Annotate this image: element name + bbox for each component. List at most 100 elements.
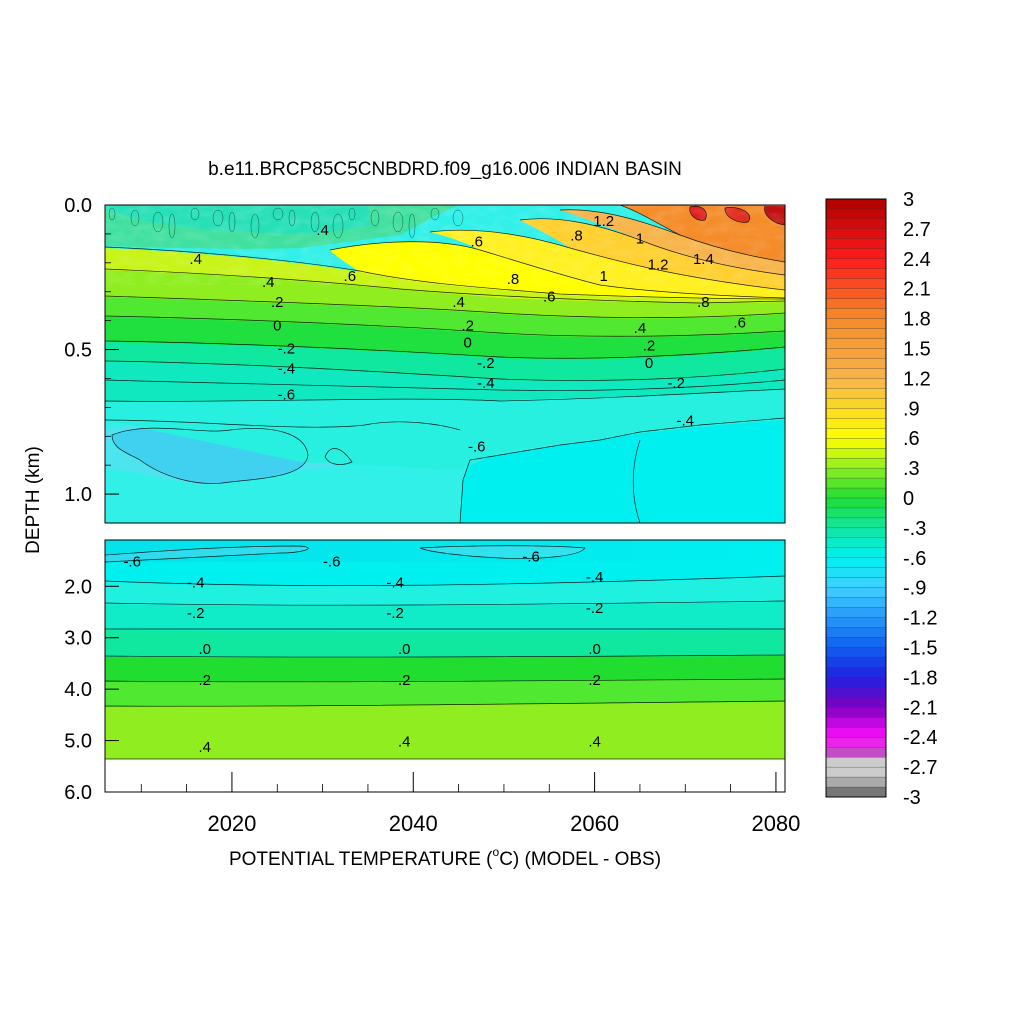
- surface-contour-ring: [288, 209, 296, 227]
- colorbar-bin: [825, 418, 887, 429]
- lower-contour-label: -.6: [323, 554, 341, 571]
- upper-panel: .4.6.81.21.4 1.2 1.4.4.6.8 1.2.4.6.80.2.4.6…: [105, 205, 785, 523]
- colorbar-label: 2.4: [903, 249, 931, 271]
- upper-teal-green-band: [105, 340, 785, 382]
- x-axis-label-tail: C) (MODEL - OBS): [499, 849, 661, 870]
- colorbar-bin: [825, 308, 887, 320]
- colorbar-bin: [825, 448, 887, 459]
- surface-contour-ring: [228, 211, 236, 233]
- lower-band-teal2: [105, 575, 785, 607]
- upper-contour-label: -.4: [477, 375, 495, 392]
- colorbar-label: 1.2: [903, 368, 931, 390]
- lower-band-green2: [105, 654, 785, 683]
- y-axis-upper: 0.0 0.5 1.0: [64, 195, 119, 524]
- upper-contour-label: .6: [470, 233, 483, 250]
- surface-contour-ring: [452, 209, 464, 227]
- colorbar-bin: [825, 587, 887, 599]
- colorbar-bin: [825, 637, 887, 648]
- upper-panel-border: [104, 204, 786, 524]
- surface-contour-ring: [190, 207, 200, 221]
- lower-contour-label: -.2: [586, 600, 604, 617]
- colorbar-bin: [825, 577, 887, 589]
- upper-surface-noise: [108, 207, 464, 239]
- y-lower-tick-label: 5.0: [64, 731, 92, 753]
- colorbar-label: 1.8: [903, 309, 931, 331]
- x-tick-label: 2060: [570, 811, 619, 836]
- lower-band-yellow-green: [105, 700, 785, 759]
- upper-contour-labels: .4.6.81.21.4 1.2 1.4.4.6.8 1.2.4.6.80.2.4.6…: [189, 213, 746, 455]
- upper-light-cyan: [105, 388, 785, 470]
- lower-contour-labels: -.6 -.6 -.6 -.4 -.4 -.4 -.2 -.2 -.2 .0 .0 .0 .2 .2 .2.…: [123, 549, 604, 756]
- colorbar-label: -1.5: [903, 638, 937, 660]
- colorbar-bin: [825, 218, 887, 230]
- colorbar-bin: [825, 707, 887, 718]
- colorbar-bin: [825, 747, 887, 758]
- upper-contour-label: 0: [463, 335, 471, 352]
- upper-contour-label: .8: [570, 228, 583, 245]
- lower-contour-label: .2: [588, 672, 601, 689]
- colorbar-bin: [825, 208, 887, 220]
- colorbar-bin: [825, 428, 887, 439]
- surface-contour-ring: [310, 211, 320, 233]
- colorbar-bin: [825, 737, 887, 748]
- surface-contour-ring: [370, 209, 380, 227]
- upper-contour-label: -.2: [278, 340, 296, 357]
- upper-contour-label: .4: [262, 274, 275, 291]
- colorbar-bin: [825, 547, 887, 559]
- colorbar-bin: [825, 497, 887, 509]
- y-upper-tick-label: 1.0: [64, 484, 92, 506]
- colorbar-bin: [825, 687, 887, 698]
- colorbar-bin: [825, 467, 887, 479]
- upper-contour-label: .8: [697, 294, 710, 311]
- lower-band-teal-green: [105, 628, 785, 658]
- x-axis-label-main: POTENTIAL TEMPERATURE (: [229, 849, 493, 870]
- colorbar-bin: [825, 517, 887, 529]
- x-tick-label: 2040: [389, 811, 438, 836]
- surface-contour-ring: [250, 213, 260, 239]
- lower-contour-label: -.4: [187, 574, 205, 591]
- upper-contour-label: .6: [733, 314, 746, 331]
- surface-contour-ring: [108, 207, 116, 221]
- colorbar-bin: [825, 298, 887, 310]
- upper-contour-label: .2: [643, 338, 656, 355]
- colorbar-bin: [825, 338, 887, 349]
- colorbar-bin: [825, 697, 887, 708]
- surface-contour-ring: [212, 209, 224, 227]
- upper-contour-label: .4: [189, 251, 202, 268]
- lower-contour-label: -.6: [123, 554, 141, 571]
- colorbar-label: -1.2: [903, 608, 937, 630]
- upper-contour-label: .4: [452, 294, 465, 311]
- upper-contour-label: -.2: [667, 375, 685, 392]
- colorbar-bin: [825, 278, 887, 290]
- x-axis-label-degree: o: [493, 845, 500, 859]
- colorbar-bin: [825, 776, 887, 788]
- lower-contour-label: .4: [198, 739, 211, 756]
- lower-contour-label: .0: [198, 641, 211, 658]
- upper-green-band: [105, 315, 785, 360]
- colorbar-label: 1.5: [903, 339, 931, 361]
- colorbar: 3 2.7 2.4 2.1 1.8 1.5 1.2 .9 .6 .3 0 -.3 -.6 -.9 -1.2 -…: [825, 189, 937, 809]
- lower-contour-label: .2: [398, 672, 411, 689]
- colorbar-bin: [825, 647, 887, 658]
- upper-contour-label: 1.4: [693, 251, 714, 268]
- colorbar-bin: [825, 597, 887, 609]
- upper-contour-label: .4: [316, 222, 329, 239]
- upper-contour-label: .6: [543, 288, 556, 305]
- upper-contour-label: .6: [344, 268, 357, 285]
- colorbar-border: [825, 198, 887, 798]
- colorbar-bin: [825, 288, 887, 300]
- upper-cyan-band: [460, 418, 785, 523]
- colorbar-label: -2.4: [903, 727, 937, 749]
- y-lower-tick-label: 6.0: [64, 782, 92, 804]
- upper-contour-label: 0: [645, 355, 653, 372]
- colorbar-label: -.3: [903, 518, 926, 540]
- lower-contour-label: -.2: [386, 605, 404, 622]
- colorbar-bin: [825, 348, 887, 359]
- colorbar-bin: [825, 537, 887, 549]
- colorbar-label: 2.7: [903, 219, 931, 241]
- surface-contour-ring: [130, 209, 140, 227]
- y-lower-tick-label: 3.0: [64, 628, 92, 650]
- colorbar-label: -2.1: [903, 697, 937, 719]
- colorbar-bin: [825, 258, 887, 270]
